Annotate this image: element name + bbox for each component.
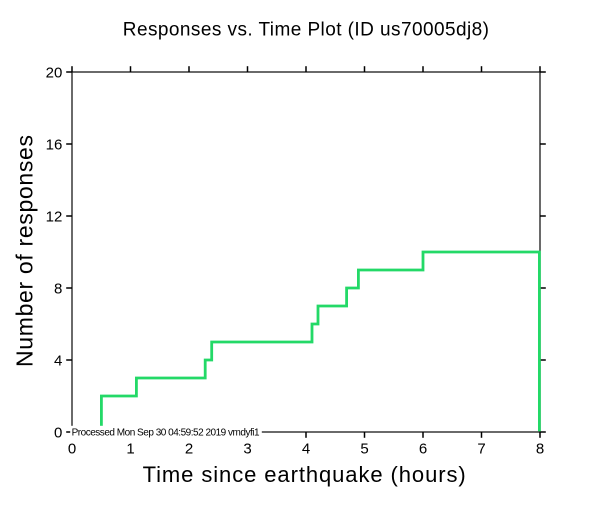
svg-text:8: 8 — [536, 441, 544, 458]
svg-text:1: 1 — [126, 441, 134, 458]
svg-text:0: 0 — [68, 441, 76, 458]
svg-text:20: 20 — [46, 64, 63, 81]
svg-text:7: 7 — [477, 441, 485, 458]
svg-text:3: 3 — [243, 441, 251, 458]
svg-text:Time since earthquake (hours): Time since earthquake (hours) — [143, 462, 466, 487]
svg-text:8: 8 — [54, 280, 62, 297]
svg-text:4: 4 — [302, 441, 310, 458]
svg-text:Processed Mon Sep 30 04:59:52: Processed Mon Sep 30 04:59:52 2019 vmdyf… — [72, 427, 260, 438]
svg-text:5: 5 — [360, 441, 368, 458]
svg-text:6: 6 — [419, 441, 427, 458]
svg-text:0: 0 — [54, 424, 62, 441]
svg-text:2: 2 — [185, 441, 193, 458]
svg-text:12: 12 — [46, 208, 63, 225]
svg-text:4: 4 — [54, 352, 62, 369]
svg-text:Responses vs. Time Plot (ID us: Responses vs. Time Plot (ID us70005dj8) — [123, 19, 489, 40]
svg-text:16: 16 — [46, 136, 63, 153]
svg-text:Number of responses: Number of responses — [12, 135, 38, 367]
